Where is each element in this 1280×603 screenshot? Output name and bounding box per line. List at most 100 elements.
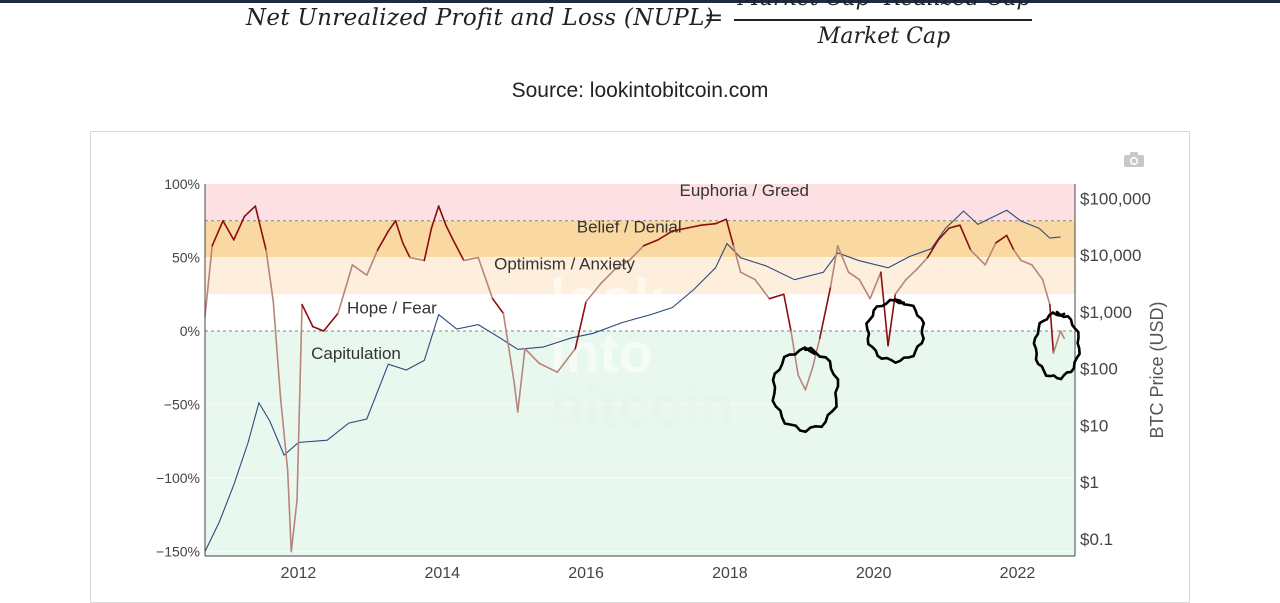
formula-equals: = [704,5,724,31]
formula-numerator: Market Cap -Realized Cap [734,0,1034,11]
hand-drawn-circles [771,298,1081,434]
nupl-segment [836,244,850,274]
nupl-segment [887,293,897,347]
nupl-segment [445,224,454,241]
left-tick-label: −100% [156,470,200,486]
nupl-segment [430,205,440,229]
nupl-segment [804,366,814,391]
nupl-segment [286,469,293,553]
nupl-segment [265,249,275,303]
nupl-segment [768,293,785,300]
right-tick-label: $1 [1080,473,1099,492]
nupl-segment [880,271,889,347]
nupl-segment [714,218,728,225]
nupl-segment [1020,259,1033,266]
watermark-into: into [550,321,653,384]
left-tick-label: −50% [164,397,200,413]
left-tick-label: 50% [172,250,200,266]
nupl-segment [847,271,861,281]
nupl-segment [351,264,368,276]
watermark: look into bitcoin [550,267,734,438]
zone-label: Hope / Fear [347,298,437,317]
nupl-segment [685,224,702,229]
nupl-segment [232,215,246,241]
nupl-segment [628,244,645,262]
nupl-segment [995,234,1008,244]
formula-denominator: Market Cap [817,24,951,49]
nupl-segment [243,205,257,218]
nupl-segment [538,362,559,374]
nupl-segment [1052,330,1062,354]
nupl-segment [1031,264,1044,281]
left-tick-label: 100% [164,176,200,192]
nupl-segment [290,499,298,553]
nupl-segment [516,347,526,413]
x-tick-label: 2018 [712,565,748,582]
nupl-segment [869,271,882,300]
nupl-formula: Net Unrealized Profit and Loss (NUPL) = … [246,0,1046,62]
nupl-segment [585,283,602,303]
right-tick-label: $0.1 [1080,530,1113,549]
nupl-segment [401,242,411,259]
left-tick-label: 0% [180,323,200,339]
nupl-segment [599,268,616,285]
nupl-segment [818,286,832,340]
zone-band-3 [205,294,1075,332]
nupl-segment [894,278,907,296]
nupl-segment [671,227,688,232]
nupl-segment [301,303,314,328]
nupl-segment [502,312,515,384]
nupl-segment [657,230,674,241]
left-tick-label: −150% [156,544,200,560]
nupl-segment [926,239,940,259]
nupl-segment [858,278,871,300]
camera-icon[interactable] [1123,151,1145,168]
nupl-segment [916,256,929,271]
nupl-segment [211,219,224,247]
nupl-segment [312,325,325,332]
zone-band-2 [205,257,1075,295]
nupl-segment [732,244,742,274]
top-border [0,0,1280,3]
circle-annotation-2 [865,298,926,365]
nupl-segment [556,347,577,374]
nupl-segment [409,256,426,262]
nupl-segment [463,256,480,262]
nupl-segment [739,271,756,281]
nupl-segment [513,381,519,413]
x-tick-label: 2020 [856,565,892,582]
watermark-bitcoin: bitcoin [550,375,734,438]
x-tick-label: 2016 [568,565,604,582]
right-tick-label: $100,000 [1080,189,1151,208]
source-caption: Source: lookintobitcoin.com [511,79,769,102]
watermark-look: look [550,267,666,330]
nupl-segment [574,300,587,350]
nupl-segment [797,374,807,391]
nupl-segment [948,224,961,229]
nupl-segment [783,293,792,332]
nupl-segment [725,218,735,247]
x-tick-label: 2012 [281,565,317,582]
nupl-segment [437,205,447,226]
right-tick-label: $10 [1080,416,1108,435]
nupl-segment [614,259,631,271]
zone-label: Optimism / Anxiety [494,254,635,273]
zone-label: Euphoria / Greed [680,181,809,200]
nupl-segment [337,264,354,315]
nupl-segment [452,239,465,262]
nupl-segment [1013,249,1022,262]
nupl-segment [387,219,397,232]
nupl-segment [423,227,433,262]
x-tick-label: 2022 [1000,565,1036,582]
zone-band-4 [205,331,1075,556]
nupl-segment [969,249,986,266]
nupl-segment [254,205,267,251]
nupl-segment [296,303,303,501]
nupl-segment [700,222,717,226]
nupl-segment [905,268,918,281]
circle-annotation-3 [1032,310,1081,381]
right-tick-label: $10,000 [1080,246,1141,265]
circle-annotation-1 [771,345,840,434]
nupl-segment [394,219,404,244]
